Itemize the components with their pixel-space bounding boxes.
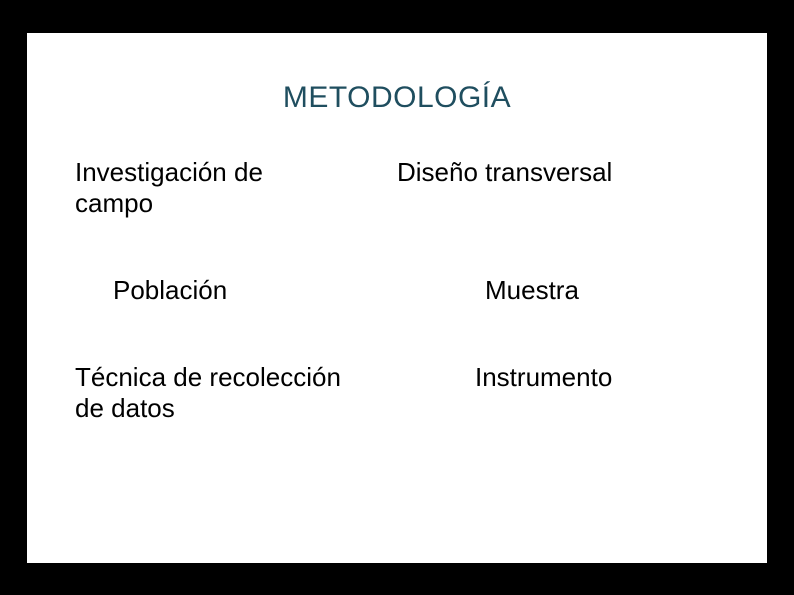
text-tecnica-line1: Técnica de recolección (75, 362, 341, 392)
text-investigacion-line1: Investigación de (75, 157, 263, 187)
row-3-right: Instrumento (397, 362, 719, 424)
row-1-right: Diseño transversal (397, 157, 719, 219)
slide-content: Investigación de campo Diseño transversa… (75, 157, 719, 425)
row-2: Población Muestra (75, 275, 719, 306)
item-tecnica: Técnica de recolección de datos (75, 362, 397, 424)
row-1-left: Investigación de campo (75, 157, 397, 219)
item-muestra: Muestra (485, 275, 719, 306)
slide-title: METODOLOGÍA (75, 81, 719, 115)
slide: METODOLOGÍA Investigación de campo Diseñ… (27, 33, 767, 563)
row-1: Investigación de campo Diseño transversa… (75, 157, 719, 219)
item-instrumento: Instrumento (475, 362, 719, 393)
row-3-left: Técnica de recolección de datos (75, 362, 397, 424)
text-investigacion-line2: campo (75, 188, 153, 218)
row-2-left: Población (75, 275, 397, 306)
text-tecnica-line2: de datos (75, 393, 175, 423)
item-diseno: Diseño transversal (397, 157, 719, 188)
row-3: Técnica de recolección de datos Instrume… (75, 362, 719, 424)
item-poblacion: Población (113, 275, 397, 306)
item-investigacion: Investigación de campo (75, 157, 397, 219)
row-2-right: Muestra (397, 275, 719, 306)
